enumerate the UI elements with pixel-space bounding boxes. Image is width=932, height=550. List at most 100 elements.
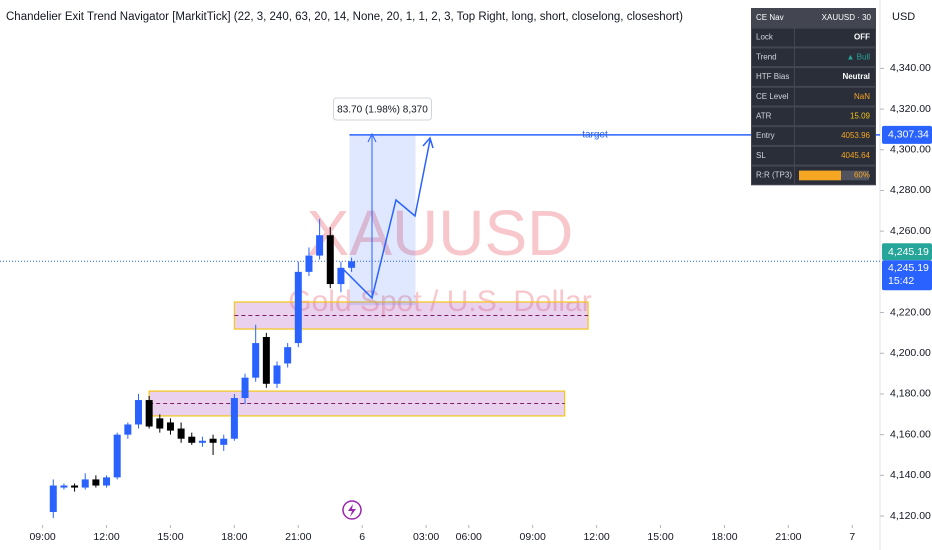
y-tick-label: 4,260.00 [890,225,931,237]
candle-body [220,438,228,445]
table-label: Trend [756,52,777,61]
x-tick-label: 12:00 [93,531,119,543]
x-tick-label: 15:00 [647,531,673,543]
x-tick-label: 12:00 [583,531,609,543]
y-tick-label: 4,320.00 [890,103,931,115]
table-label: SL [756,151,766,160]
table-label-cell [752,146,794,165]
measure-box [349,134,416,306]
table-label-cell [752,48,794,67]
table-label: HTF Bias [756,72,789,81]
watermark-symbol: XAUUSD [307,197,574,269]
candle-body [294,271,302,344]
measure-label: 83.70 (1.98%) 8,370 [337,105,428,116]
candle-body [262,336,270,384]
candle-body [230,398,238,439]
table-label: CE Level [756,92,789,101]
table-value: NaN [854,92,870,101]
candle-body [134,400,142,425]
candle-body [81,479,89,488]
candle-body [316,235,324,256]
measure-arrowhead [367,132,377,143]
table-value: 4045.64 [841,151,870,160]
x-tick-label: 21:00 [285,531,311,543]
x-tick-label: 03:00 [413,531,439,543]
candle-body [145,400,153,427]
candle-body [71,485,79,488]
table-value: 4053.96 [841,131,870,140]
y-tick-label: 4,220.00 [890,306,931,318]
candle-body [241,377,249,399]
candle-body [348,261,356,268]
y-tick-label: 4,300.00 [890,144,931,156]
y-tick-label: 4,200.00 [890,347,931,359]
candle-body [326,235,334,285]
candle-body [305,255,313,272]
candle-body [252,343,260,378]
projection-path [343,139,431,300]
countdown: 15:42 [888,275,914,287]
y-tick-label: 4,120.00 [890,510,931,522]
candle-body [188,436,196,443]
table-header: XAUUSD · 30 [822,13,872,22]
currency: USD [892,11,915,23]
table-value: ▲ Bull [847,52,871,61]
candle-body [284,347,292,364]
x-tick-label: 7 [849,531,855,543]
progress-label: 60% [854,171,870,180]
candle-body [92,479,100,486]
table-value-cell [795,28,875,47]
candle-body [273,365,281,384]
table-label: Lock [756,33,774,42]
table-label: ATR [756,111,772,120]
candle-body [156,418,164,429]
candle-body [60,485,68,488]
target-price-box [882,125,932,144]
table-label-cell [752,28,794,47]
y-tick-label: 4,280.00 [890,184,931,196]
y-tick-label: 4,180.00 [890,388,931,400]
table-label-cell [752,87,794,106]
y-tick-label: 4,140.00 [890,469,931,481]
x-tick-label: 15:00 [157,531,183,543]
measure-label-box [332,97,432,121]
target-label: target [582,129,608,140]
y-tick-label: 4,340.00 [890,62,931,74]
x-tick-label: 21:00 [775,531,801,543]
table-value: 15.09 [850,111,871,120]
candle-body [113,434,121,478]
last-price-box [882,260,932,291]
table-label: Entry [756,131,775,140]
table-value-cell [795,68,875,86]
table-value: Neutral [842,72,870,81]
x-tick-label: 18:00 [711,531,737,543]
table-value-cell [795,48,875,67]
candle-body [49,485,57,512]
last-price-box-green [882,243,932,261]
table-label-cell [752,68,794,86]
x-tick-label: 18:00 [221,531,247,543]
candle-body [198,440,206,443]
event-bolt [348,504,356,517]
candle-body [209,438,217,443]
x-tick-label: 09:00 [29,531,55,543]
projection-arrow [422,136,434,149]
table-label: R:R (TP3) [756,171,792,180]
table-header: CE Nav [756,13,784,22]
x-tick-label: 09:00 [520,531,546,543]
progress-bar [799,170,841,181]
candle-body [166,422,174,431]
last-price-label: 4,245.19 [888,262,929,274]
table-value-cell [795,107,875,126]
candle-body [124,424,132,435]
table-label-cell [752,166,794,185]
candle-body [103,477,111,486]
candle-body [177,428,185,439]
table-label-cell [752,107,794,126]
table-value-cell [795,146,875,165]
candle-body [337,267,345,285]
table-label-cell [752,127,794,145]
